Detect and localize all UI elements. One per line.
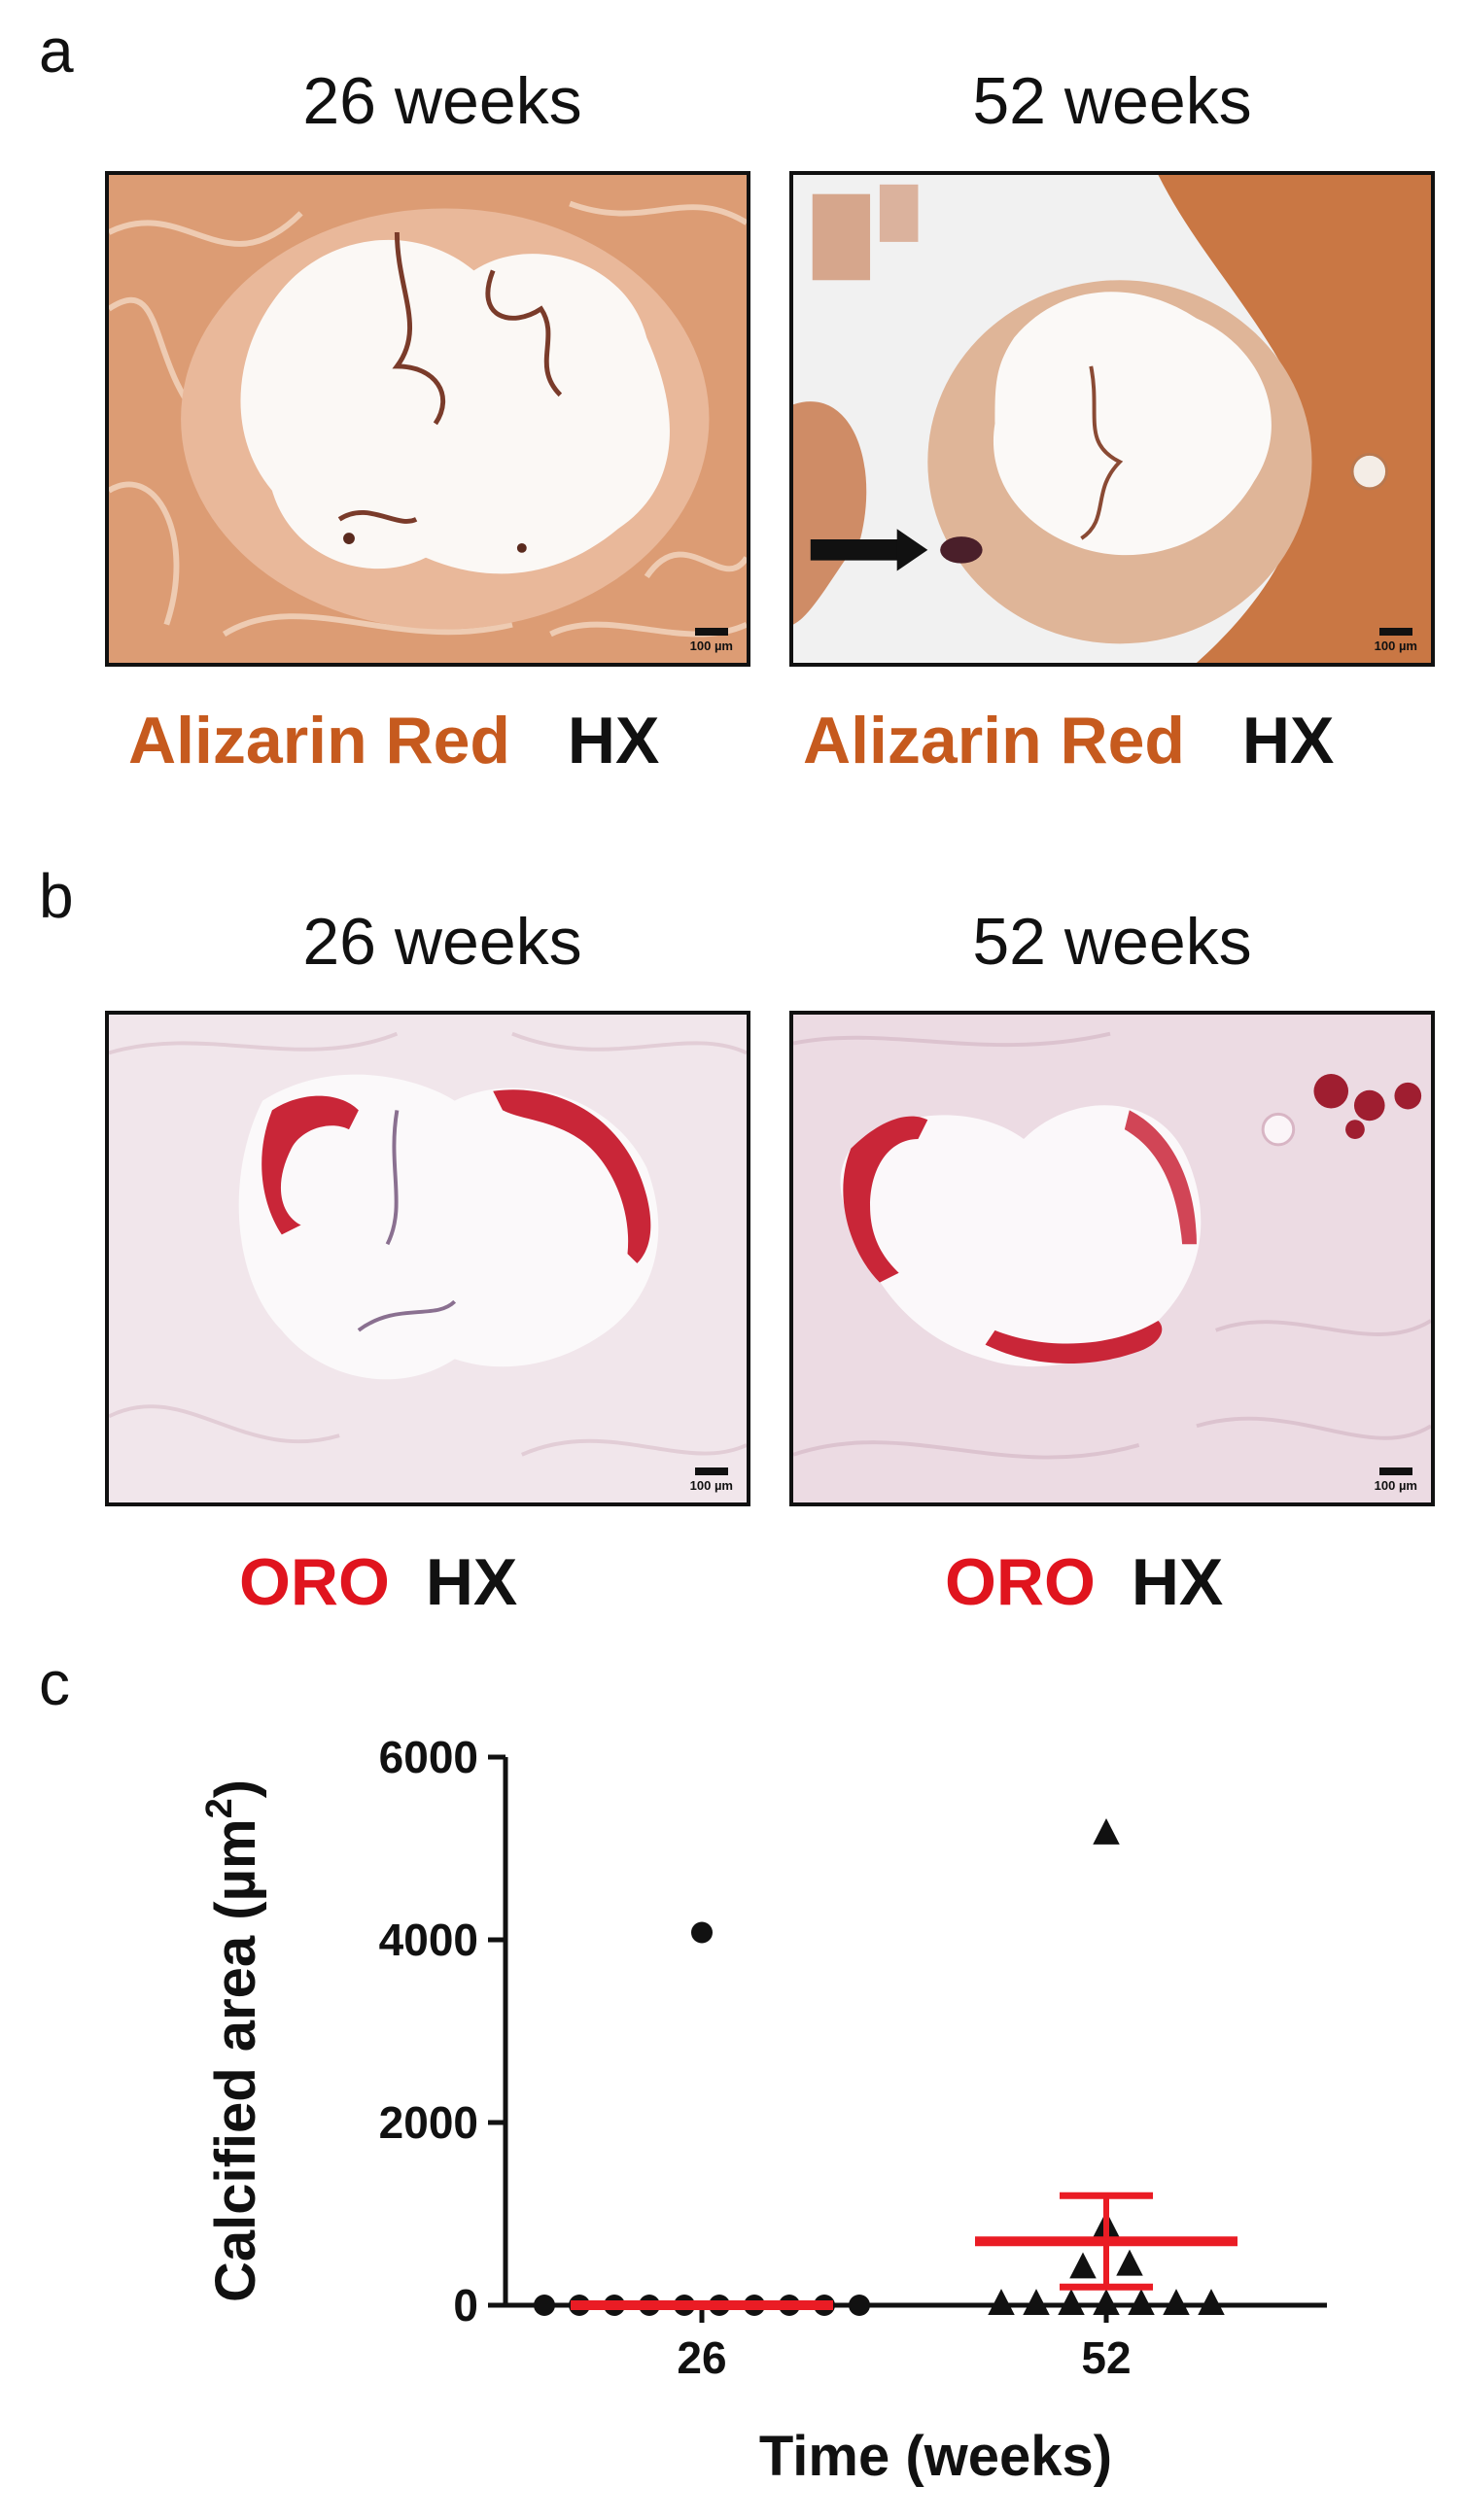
data-point-circle (849, 2295, 870, 2316)
stain-primary: Alizarin Red (803, 704, 1185, 777)
data-point-triangle (1163, 2289, 1190, 2315)
scale-bar-label: 100 µm (1374, 1478, 1417, 1493)
data-point-circle (534, 2295, 555, 2316)
panel-b-letter: b (39, 861, 74, 931)
panel-b-title-52: 52 weeks (972, 905, 1252, 979)
alizarin-micrograph-26-weeks: 100 µm (105, 171, 750, 667)
x-axis-label: Time (weeks) (759, 2425, 1112, 2488)
y-tick-label: 6000 (379, 1732, 478, 1782)
x-tick-label: 26 (677, 2332, 726, 2383)
stain-label-oro-52: ORO HX (945, 1549, 1223, 1615)
scale-bar (694, 1467, 728, 1475)
scale-bar (694, 628, 728, 636)
data-point-triangle (988, 2289, 1015, 2315)
y-tick-label: 0 (453, 2280, 478, 2330)
scale-bar-label: 100 µm (1374, 639, 1417, 653)
data-point-circle (691, 1921, 713, 1944)
stain-primary: ORO (945, 1545, 1096, 1619)
y-axis-label: Calcified area (µm2) (199, 1779, 267, 2302)
stain-label-alizarin-52: Alizarin Red HX (803, 708, 1334, 774)
data-point-triangle (1093, 2289, 1120, 2315)
stain-counter: HX (425, 1545, 518, 1619)
data-point-triangle (1198, 2289, 1225, 2315)
stain-primary: ORO (239, 1545, 390, 1619)
panel-a-letter: a (39, 16, 74, 86)
calcified-area-chart: 0 2000 4000 6000 26 52 Time (weeks) Calcified a… (199, 1732, 1327, 2488)
oro-micrograph-26-weeks: 100 µm (105, 1011, 750, 1506)
scale-bar-label: 100 µm (689, 639, 733, 653)
panel-a-title-52: 52 weeks (972, 64, 1252, 138)
stain-counter: HX (1131, 1545, 1224, 1619)
data-point-triangle (1069, 2252, 1097, 2279)
scale-bar (1378, 628, 1412, 636)
panel-c-letter: c (39, 1648, 70, 1718)
scale-bar-label: 100 µm (689, 1478, 733, 1493)
data-point-triangle (1116, 2249, 1143, 2276)
stain-counter: HX (1241, 704, 1335, 777)
data-point-triangle (1128, 2289, 1155, 2315)
stain-label-oro-26: ORO HX (239, 1549, 517, 1615)
y-tick-label: 4000 (379, 1915, 478, 1965)
alizarin-micrograph-52-weeks: 100 µm (789, 171, 1435, 667)
data-point-triangle (1058, 2289, 1085, 2315)
x-tick-label: 52 (1081, 2332, 1131, 2383)
y-tick-label: 2000 (379, 2097, 478, 2148)
stain-primary: Alizarin Red (128, 704, 510, 777)
oro-micrograph-52-weeks: 100 µm (789, 1011, 1435, 1506)
panel-a-title-26: 26 weeks (302, 64, 582, 138)
stain-label-alizarin-26: Alizarin Red HX (128, 708, 659, 774)
data-point-triangle (1093, 1817, 1120, 1845)
scale-bar (1378, 1467, 1412, 1475)
stain-counter: HX (567, 704, 660, 777)
panel-b-title-26: 26 weeks (302, 905, 582, 979)
data-point-triangle (1023, 2289, 1050, 2315)
